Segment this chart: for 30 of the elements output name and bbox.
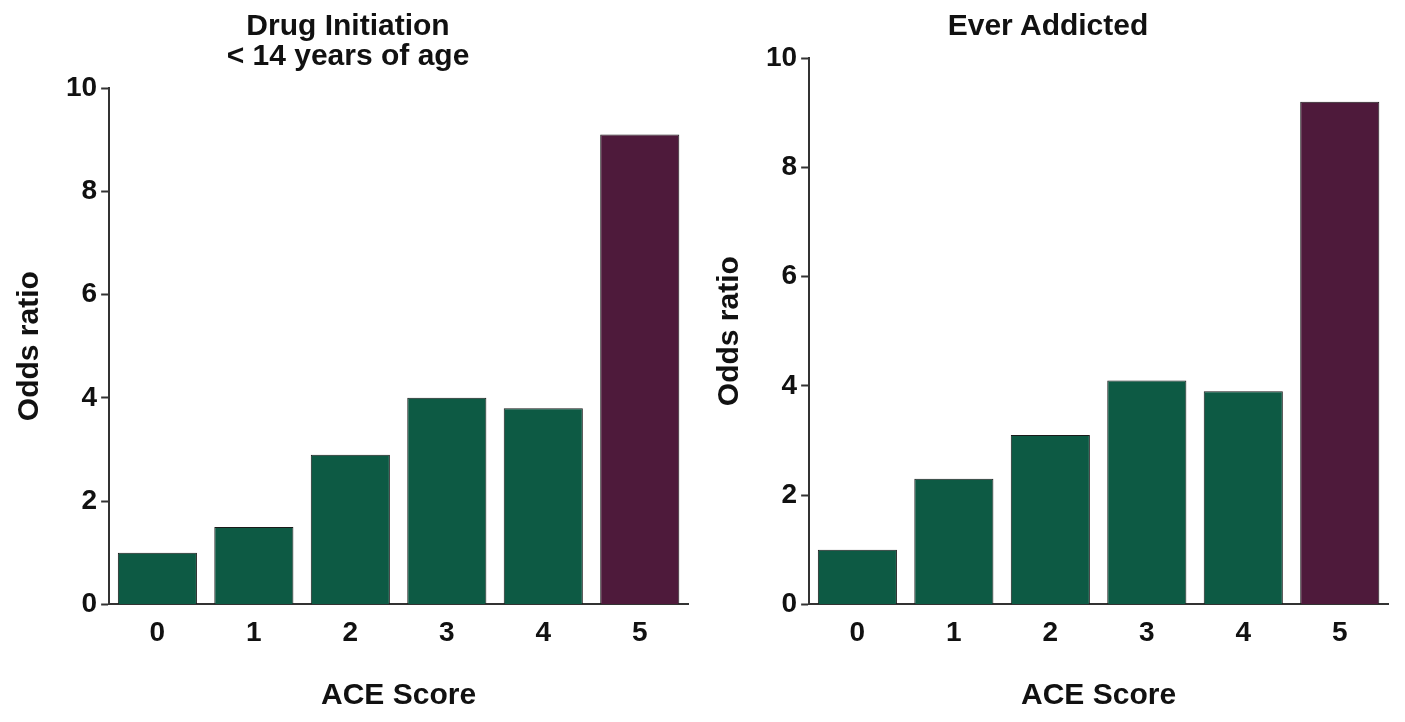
x-axis-title: ACE Score	[1021, 677, 1177, 711]
x-tick-label: 4	[1235, 615, 1252, 647]
y-tick-label: 4	[81, 380, 98, 412]
x-axis-title: ACE Score	[321, 677, 477, 711]
y-tick-label: 10	[765, 40, 798, 72]
y-axis-title: Odds ratio	[711, 256, 745, 407]
x-tick-label: 5	[631, 615, 648, 647]
y-tick-label: 0	[81, 587, 98, 619]
x-tick-label: 5	[1331, 615, 1348, 647]
x-tick-label: 1	[246, 615, 262, 647]
y-tick-label: 0	[781, 587, 798, 619]
x-tick-label: 0	[849, 615, 866, 647]
y-tick-label: 2	[781, 477, 798, 509]
x-tick-label: 3	[439, 615, 455, 647]
y-tick-label: 10	[65, 70, 98, 102]
y-tick-label: 8	[81, 174, 98, 205]
x-tick-label: 0	[149, 615, 166, 647]
y-tick-label: 2	[81, 483, 98, 515]
x-tick-label: 3	[1139, 615, 1155, 647]
y-tick-label: 6	[81, 277, 98, 309]
chart-title: Drug Initiation < 14 years of age	[226, 8, 470, 72]
chart-title: Ever Addicted	[947, 8, 1149, 42]
x-tick-label: 4	[535, 615, 552, 647]
y-tick-label: 8	[781, 150, 798, 181]
x-tick-label: 2	[342, 615, 359, 647]
y-axis-title: Odds ratio	[11, 271, 45, 422]
x-tick-label: 1	[946, 615, 962, 647]
y-tick-label: 6	[781, 259, 798, 291]
x-tick-label: 2	[1042, 615, 1059, 647]
y-tick-label: 4	[781, 368, 798, 400]
